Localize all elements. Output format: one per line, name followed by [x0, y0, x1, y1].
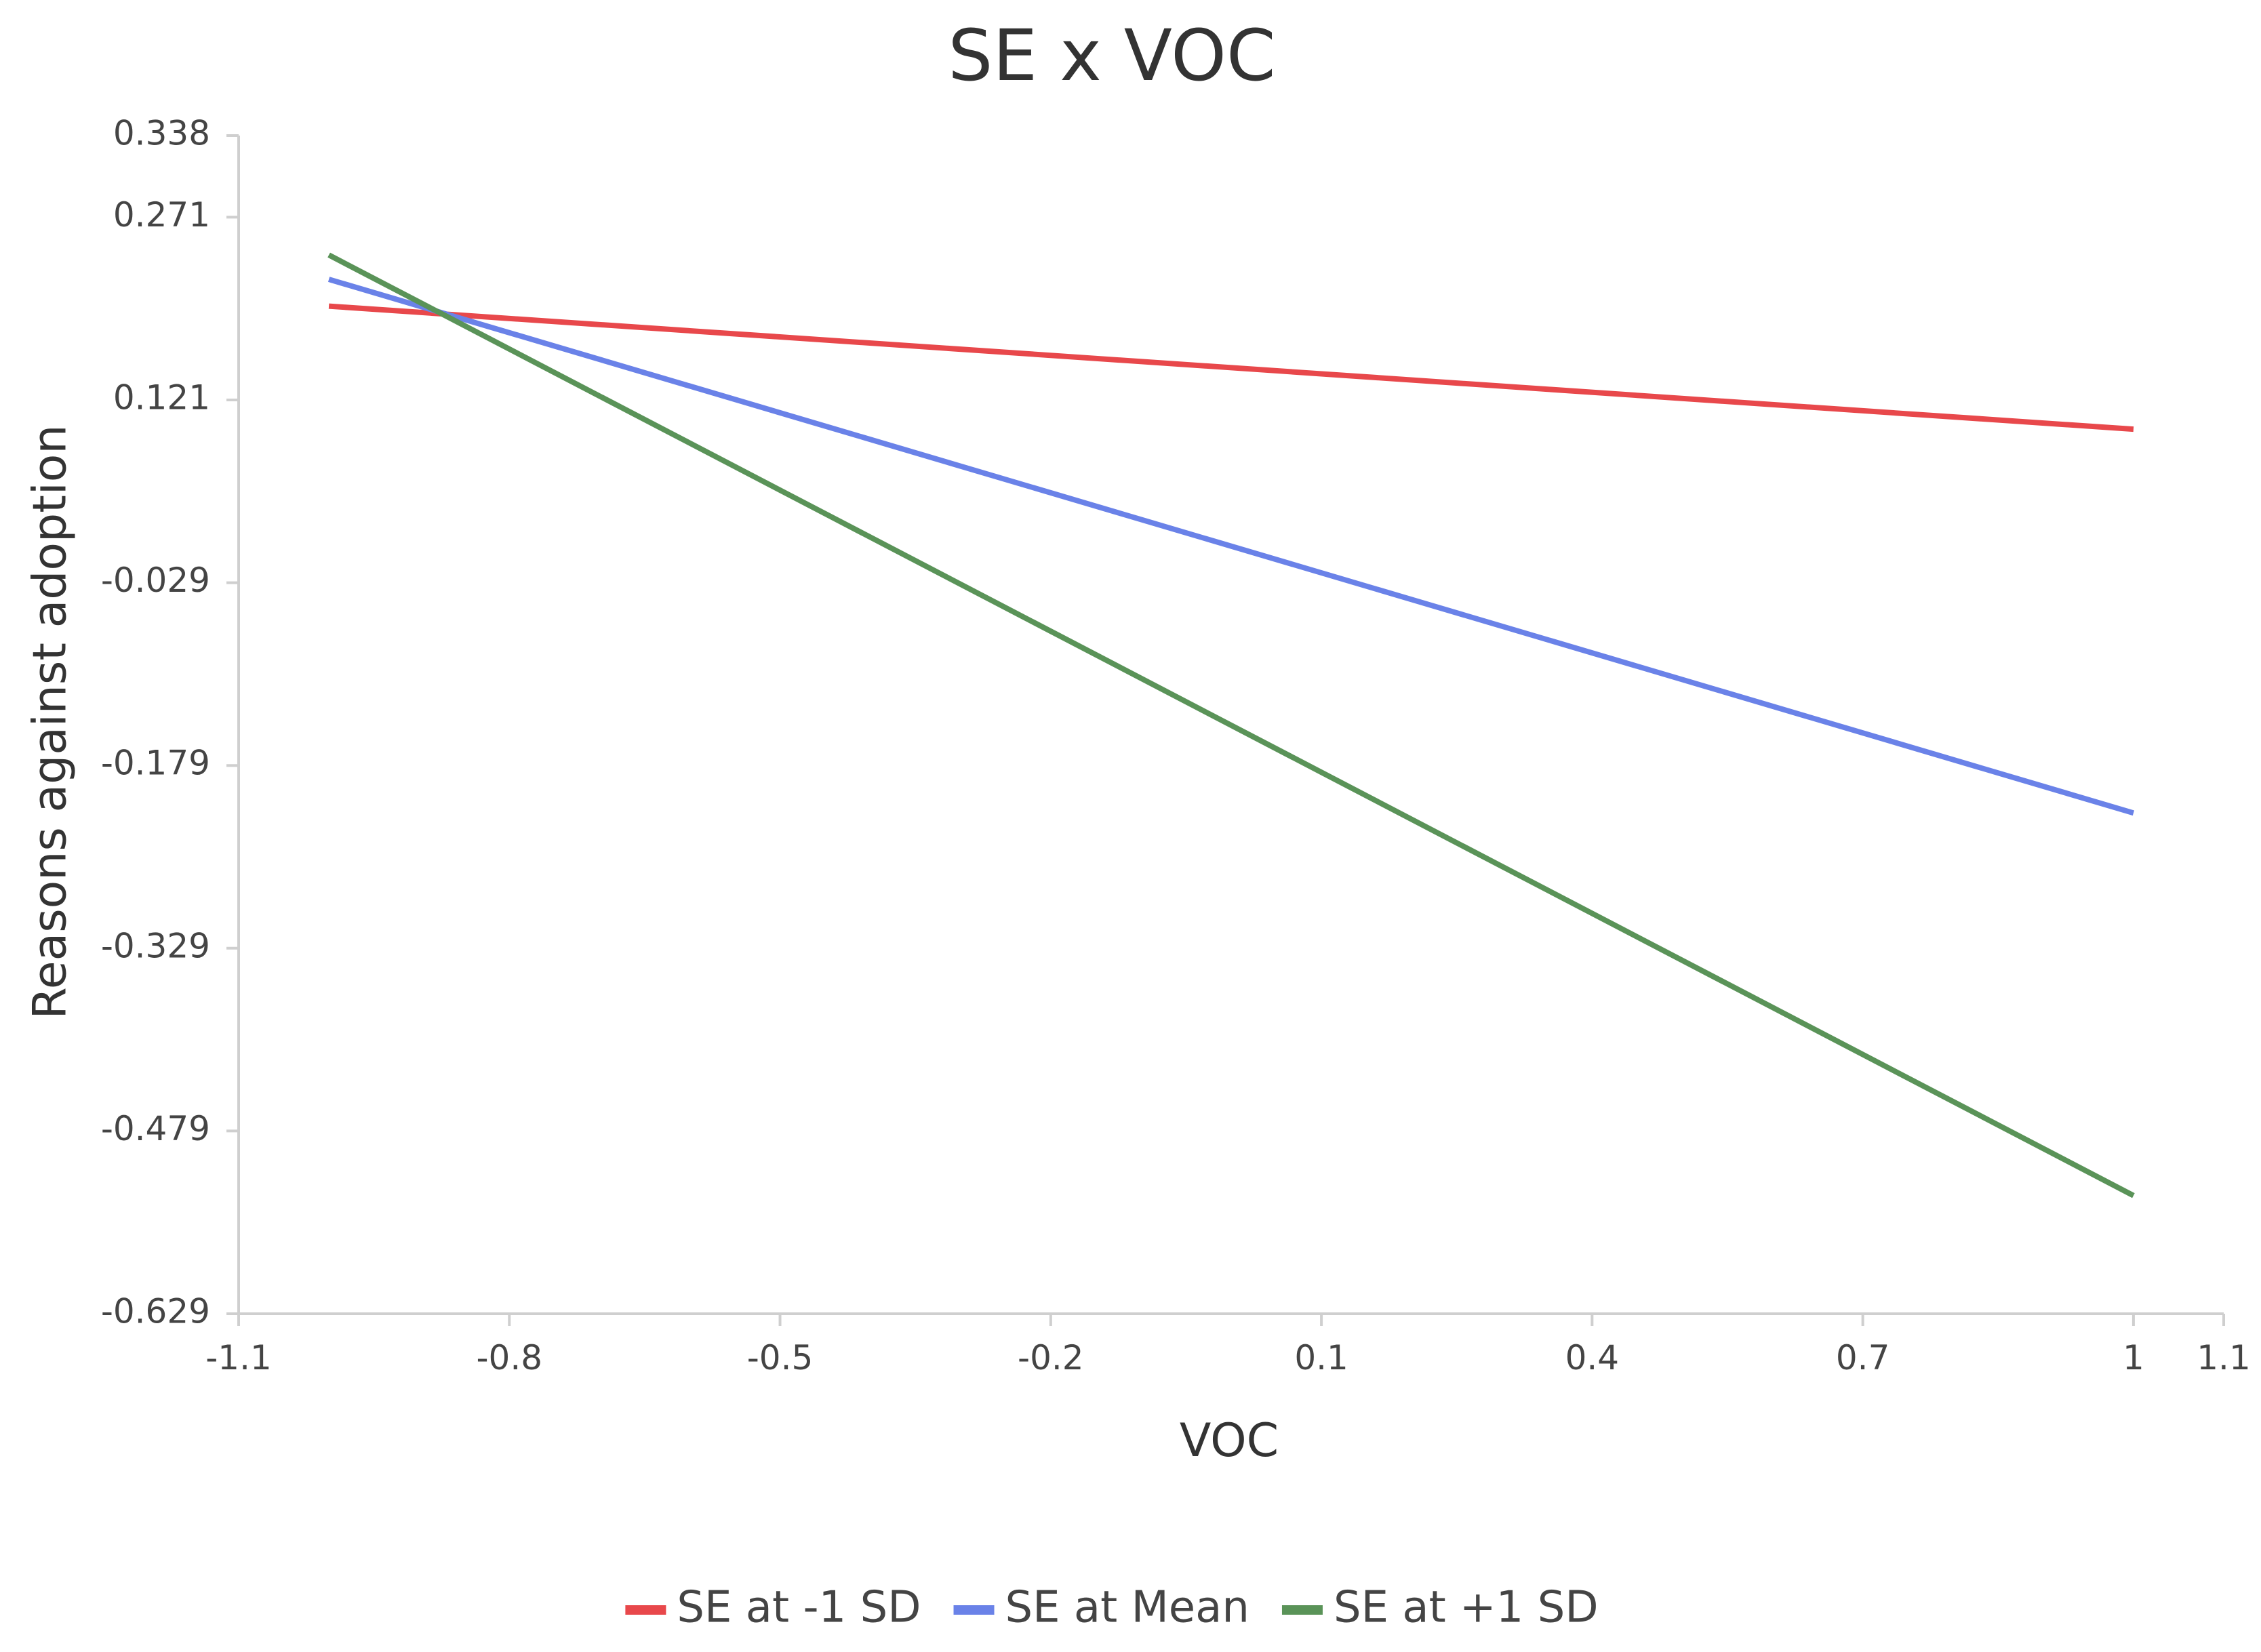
- series-line-1: [328, 303, 2134, 432]
- x-tick-label: -0.2: [1018, 1338, 1084, 1377]
- y-tick-label: -0.029: [101, 561, 210, 600]
- x-tick-label: 0.1: [1294, 1338, 1348, 1377]
- x-tick-label: -0.8: [476, 1338, 542, 1377]
- x-tick-label: -1.1: [205, 1338, 272, 1377]
- y-tick-label: 0.338: [113, 114, 210, 153]
- plot-series: [327, 252, 2135, 1198]
- y-tick-label: 0.271: [113, 195, 210, 235]
- legend-label[interactable]: SE at Mean: [1005, 1583, 1249, 1633]
- x-tick-label: -0.5: [747, 1338, 814, 1377]
- legend-label[interactable]: SE at +1 SD: [1334, 1583, 1599, 1633]
- series-line-3: [327, 252, 2135, 1198]
- x-axis-ticks: -1.1 -0.8 -0.5 -0.2 0.1 0.4 0.7 1 1.1: [205, 1314, 2251, 1377]
- y-tick-label: -0.629: [101, 1292, 210, 1331]
- x-tick-label: 0.4: [1565, 1338, 1620, 1377]
- legend-label[interactable]: SE at -1 SD: [677, 1583, 921, 1633]
- y-tick-label: -0.329: [101, 926, 210, 965]
- x-axis-title: VOC: [1180, 1414, 1279, 1468]
- y-axis-title: Reasons against adoption: [24, 425, 77, 1020]
- x-tick-label: 1.1: [2197, 1338, 2251, 1377]
- legend: SE at -1 SD SE at Mean SE at +1 SD: [625, 1583, 1599, 1633]
- y-tick-label: -0.179: [101, 744, 210, 783]
- series-line-2: [327, 277, 2135, 816]
- x-tick-label: 1: [2123, 1338, 2144, 1377]
- y-tick-label: 0.121: [113, 378, 210, 418]
- y-tick-label: -0.479: [101, 1109, 210, 1148]
- chart-title: SE x VOC: [948, 14, 1275, 97]
- x-tick-label: 0.7: [1836, 1338, 1890, 1377]
- y-axis-ticks: 0.338 0.271 0.121 -0.029 -0.179 -0.329 -0.479 -…: [101, 114, 239, 1331]
